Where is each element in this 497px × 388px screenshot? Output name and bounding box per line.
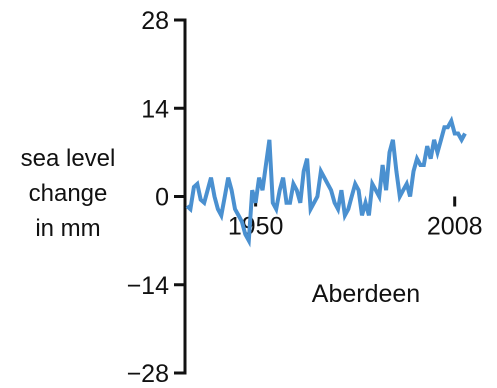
x-tick-label: 1950 <box>228 213 284 241</box>
x-ticks: 1950 2008 <box>228 196 483 241</box>
y-tick-label: 14 <box>141 95 169 123</box>
series-line <box>185 115 467 248</box>
y-tick-label: −28 <box>127 360 169 388</box>
series-layer <box>185 115 467 248</box>
x-tick-label: 2008 <box>427 213 483 241</box>
station-label: Aberdeen <box>312 280 420 308</box>
y-axis-label: sea level change in mm <box>21 145 116 242</box>
y-ticks: 28 14 0 −14 −28 <box>127 7 185 388</box>
y-axis-label-line-1: sea level <box>21 145 116 172</box>
y-tick-label: −14 <box>127 272 170 300</box>
y-axis-label-line-2: change <box>29 180 108 207</box>
y-tick-label: 0 <box>155 184 169 212</box>
y-axis-label-line-3: in mm <box>35 215 100 242</box>
y-tick-label: 28 <box>141 7 169 35</box>
